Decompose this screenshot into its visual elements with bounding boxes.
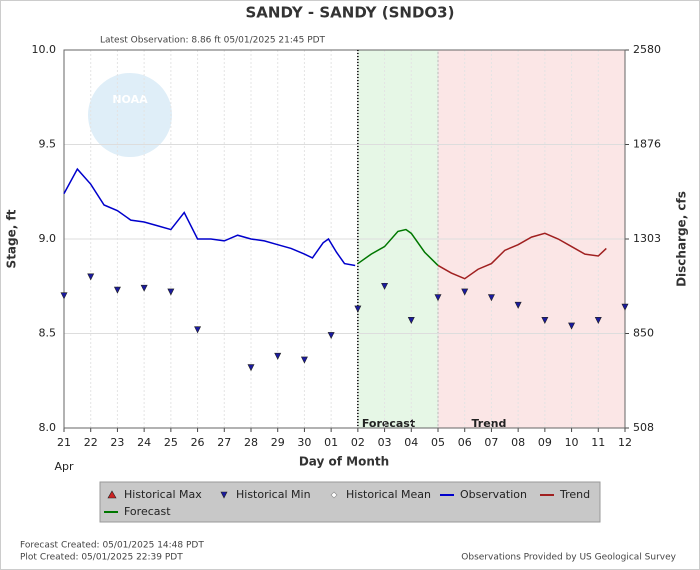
x-tick-label: 26 (191, 436, 205, 449)
point (461, 288, 469, 296)
logo (88, 73, 172, 157)
x-tick-label: 11 (591, 436, 605, 449)
point (300, 356, 308, 364)
legend-box (99, 481, 601, 523)
point (113, 286, 121, 294)
point (568, 322, 576, 330)
x-tick-label: 12 (618, 436, 632, 449)
x-tick-label: 25 (164, 436, 178, 449)
y-tick-label: 9.5 (39, 138, 57, 151)
series-line (63, 167, 356, 267)
x-tick-label: 03 (378, 436, 392, 449)
point (381, 282, 389, 290)
x-axis-label: Day of Month (299, 455, 389, 469)
x-tick-label: 24 (137, 436, 151, 449)
point (487, 294, 495, 302)
y-tick-label: 8.0 (39, 421, 57, 434)
series-line (437, 232, 607, 280)
legend-label: Historical Max (124, 488, 202, 501)
point (140, 284, 148, 292)
y2-tick-label: 508 (633, 421, 654, 434)
y-axis-label: Stage, ft (5, 209, 19, 268)
point (514, 301, 522, 309)
x-tick-label: 06 (458, 436, 472, 449)
region-label: Forecast (362, 417, 415, 430)
x-tick-label: 10 (565, 436, 579, 449)
point (167, 288, 175, 296)
x-tick-label: 30 (297, 436, 311, 449)
month-label: Apr (54, 460, 74, 473)
x-tick-label: 09 (538, 436, 552, 449)
point (621, 303, 629, 311)
point (434, 294, 442, 302)
series-line (357, 228, 439, 266)
legend-label: Observation (460, 488, 527, 501)
y2-tick-label: 850 (633, 327, 654, 340)
x-tick-label: 07 (484, 436, 498, 449)
point (220, 491, 228, 499)
point (60, 292, 68, 300)
legend-label: Historical Mean (346, 488, 431, 501)
legend-label: Trend (559, 488, 590, 501)
point (87, 273, 95, 281)
y2-axis-label: Discharge, cfs (675, 191, 689, 287)
point (247, 364, 255, 372)
x-tick-label: 23 (110, 436, 124, 449)
point (327, 332, 335, 340)
x-tick-label: 28 (244, 436, 258, 449)
y2-tick-label: 1303 (633, 232, 661, 245)
y2-tick-label: 2580 (633, 43, 661, 56)
region-label: Trend (472, 417, 507, 430)
subtitle: Latest Observation: 8.86 ft 05/01/2025 2… (100, 36, 326, 46)
x-tick-label: 22 (84, 436, 98, 449)
footer: Forecast Created: 05/01/2025 14:48 PDT (20, 541, 204, 551)
chart-title: SANDY - SANDY (SNDO3) (246, 4, 455, 22)
point (594, 316, 602, 324)
plot-border (63, 49, 626, 429)
x-tick-label: 21 (57, 436, 71, 449)
point (354, 305, 362, 313)
x-tick-label: 08 (511, 436, 525, 449)
y-tick-label: 10.0 (32, 43, 57, 56)
legend-label: Historical Min (236, 488, 311, 501)
y-tick-label: 8.5 (39, 327, 57, 340)
x-tick-label: 04 (404, 436, 418, 449)
x-tick-label: 29 (271, 436, 285, 449)
logo-text: NOAA (112, 93, 148, 106)
y2-tick-label: 1876 (633, 138, 661, 151)
point (541, 316, 549, 324)
legend-label: Forecast (124, 505, 171, 518)
x-tick-label: 27 (217, 436, 231, 449)
footer: Observations Provided by US Geological S… (461, 553, 676, 563)
x-tick-label: 02 (351, 436, 365, 449)
x-tick-label: 01 (324, 436, 338, 449)
point (107, 490, 117, 499)
x-tick-label: 05 (431, 436, 445, 449)
point (194, 326, 202, 334)
point (274, 352, 282, 360)
point (407, 316, 415, 324)
point (330, 491, 338, 499)
y-tick-label: 9.0 (39, 232, 57, 245)
footer: Plot Created: 05/01/2025 22:39 PDT (20, 553, 183, 563)
